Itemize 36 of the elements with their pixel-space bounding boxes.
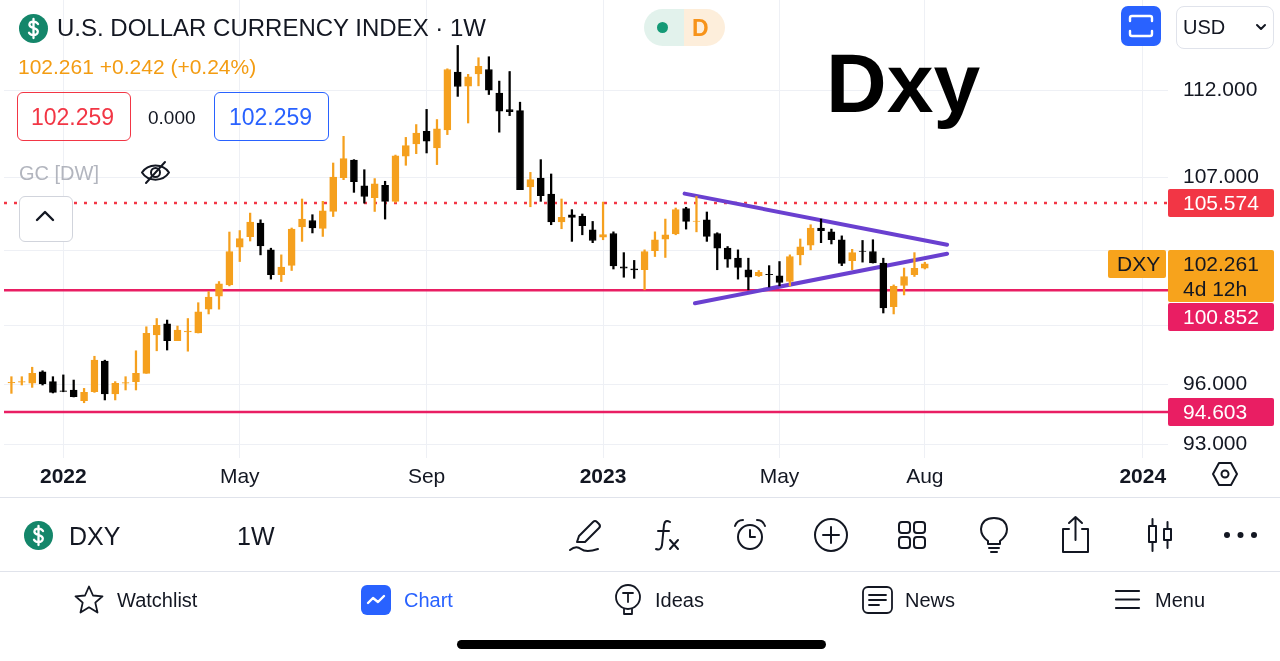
- text: DXY: [69, 521, 121, 551]
- text: News: [905, 588, 956, 612]
- x-tick-label: May: [219, 464, 261, 488]
- text: Menu: [1155, 588, 1206, 612]
- text: 102.261 +0.242 (+0.24%): [18, 54, 257, 80]
- text: USD: [1183, 15, 1226, 39]
- text: 4d 12h: [1183, 276, 1248, 301]
- candlestick: [775, 261, 784, 287]
- text: 1W: [237, 521, 275, 551]
- y-tick-label: 107.000: [1183, 164, 1259, 188]
- annotation: GC [DW]: [19, 161, 99, 185]
- y-tick-label: 112.000: [1183, 77, 1258, 101]
- x-tick-label: 2024: [1119, 464, 1167, 488]
- text: Chart: [404, 588, 453, 612]
- y-tick-label: 96.000: [1183, 370, 1248, 394]
- x-tick-label: Aug: [906, 464, 944, 488]
- text: Watchlist: [117, 588, 198, 612]
- x-tick-label: May: [759, 464, 800, 488]
- ref-line-label: 100.852: [1183, 304, 1259, 329]
- ref-line-label: 105.574: [1183, 190, 1259, 216]
- candlestick: [7, 376, 16, 394]
- candlestick: [422, 109, 431, 154]
- annotation: DXY: [1117, 251, 1161, 276]
- annotation: Dxy: [826, 34, 981, 132]
- annotation: 102.259: [229, 103, 313, 131]
- x-tick-label: 2023: [579, 464, 627, 488]
- text: U.S. DOLLAR CURRENCY INDEX · 1W: [57, 14, 486, 42]
- x-tick-label: 2022: [39, 464, 87, 488]
- annotation: 0.000: [148, 107, 196, 129]
- y-tick-label: 93.000: [1183, 431, 1248, 455]
- text: Ideas: [655, 588, 704, 612]
- ref-line-label: 94.603: [1183, 399, 1248, 424]
- annotation: D: [692, 14, 709, 42]
- annotation: 102.259: [31, 103, 115, 131]
- x-tick-label: Sep: [407, 464, 446, 488]
- text: 102.261: [1183, 251, 1259, 276]
